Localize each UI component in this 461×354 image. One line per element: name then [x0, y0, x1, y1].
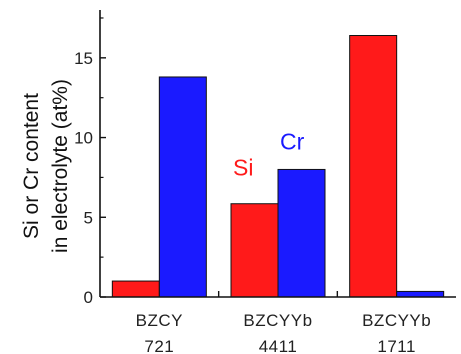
- y-tick-label-5: 5: [84, 208, 93, 227]
- x-category-label-1-line-1: BZCY: [136, 311, 183, 330]
- bar-si-2: [230, 203, 279, 298]
- series-label-cr: Cr: [280, 128, 305, 154]
- y-axis-title-line-1: Si or Cr content: [20, 93, 43, 239]
- x-category-label-1-line-2: 721: [144, 337, 174, 354]
- x-category-label-2-line-1: BZCYYb: [243, 311, 312, 330]
- y-tick-label-0: 0: [84, 288, 93, 307]
- x-category-label-2-line-2: 4411: [259, 337, 298, 354]
- bar-si-1: [111, 280, 160, 298]
- bar-cr-3: [396, 290, 445, 298]
- bar-cr-2: [277, 168, 326, 298]
- x-category-label-3-line-1: BZCYYb: [362, 311, 431, 330]
- y-axis-title-line-2: in electrolyte (at%): [49, 79, 72, 253]
- y-axis-title: Si or Cr content in electrolyte (at%): [20, 79, 72, 253]
- plot-area: 0 5 10 15 BZCY 721 BZCYYb 4411 BZCYYb 1711 Si Cr: [74, 10, 456, 354]
- bar-cr-1: [158, 76, 207, 298]
- y-tick-label-15: 15: [74, 49, 93, 68]
- y-tick-label-10: 10: [74, 129, 93, 148]
- bar-si-3: [349, 35, 398, 298]
- series-label-si: Si: [233, 155, 253, 181]
- x-category-label-3-line-2: 1711: [377, 337, 416, 354]
